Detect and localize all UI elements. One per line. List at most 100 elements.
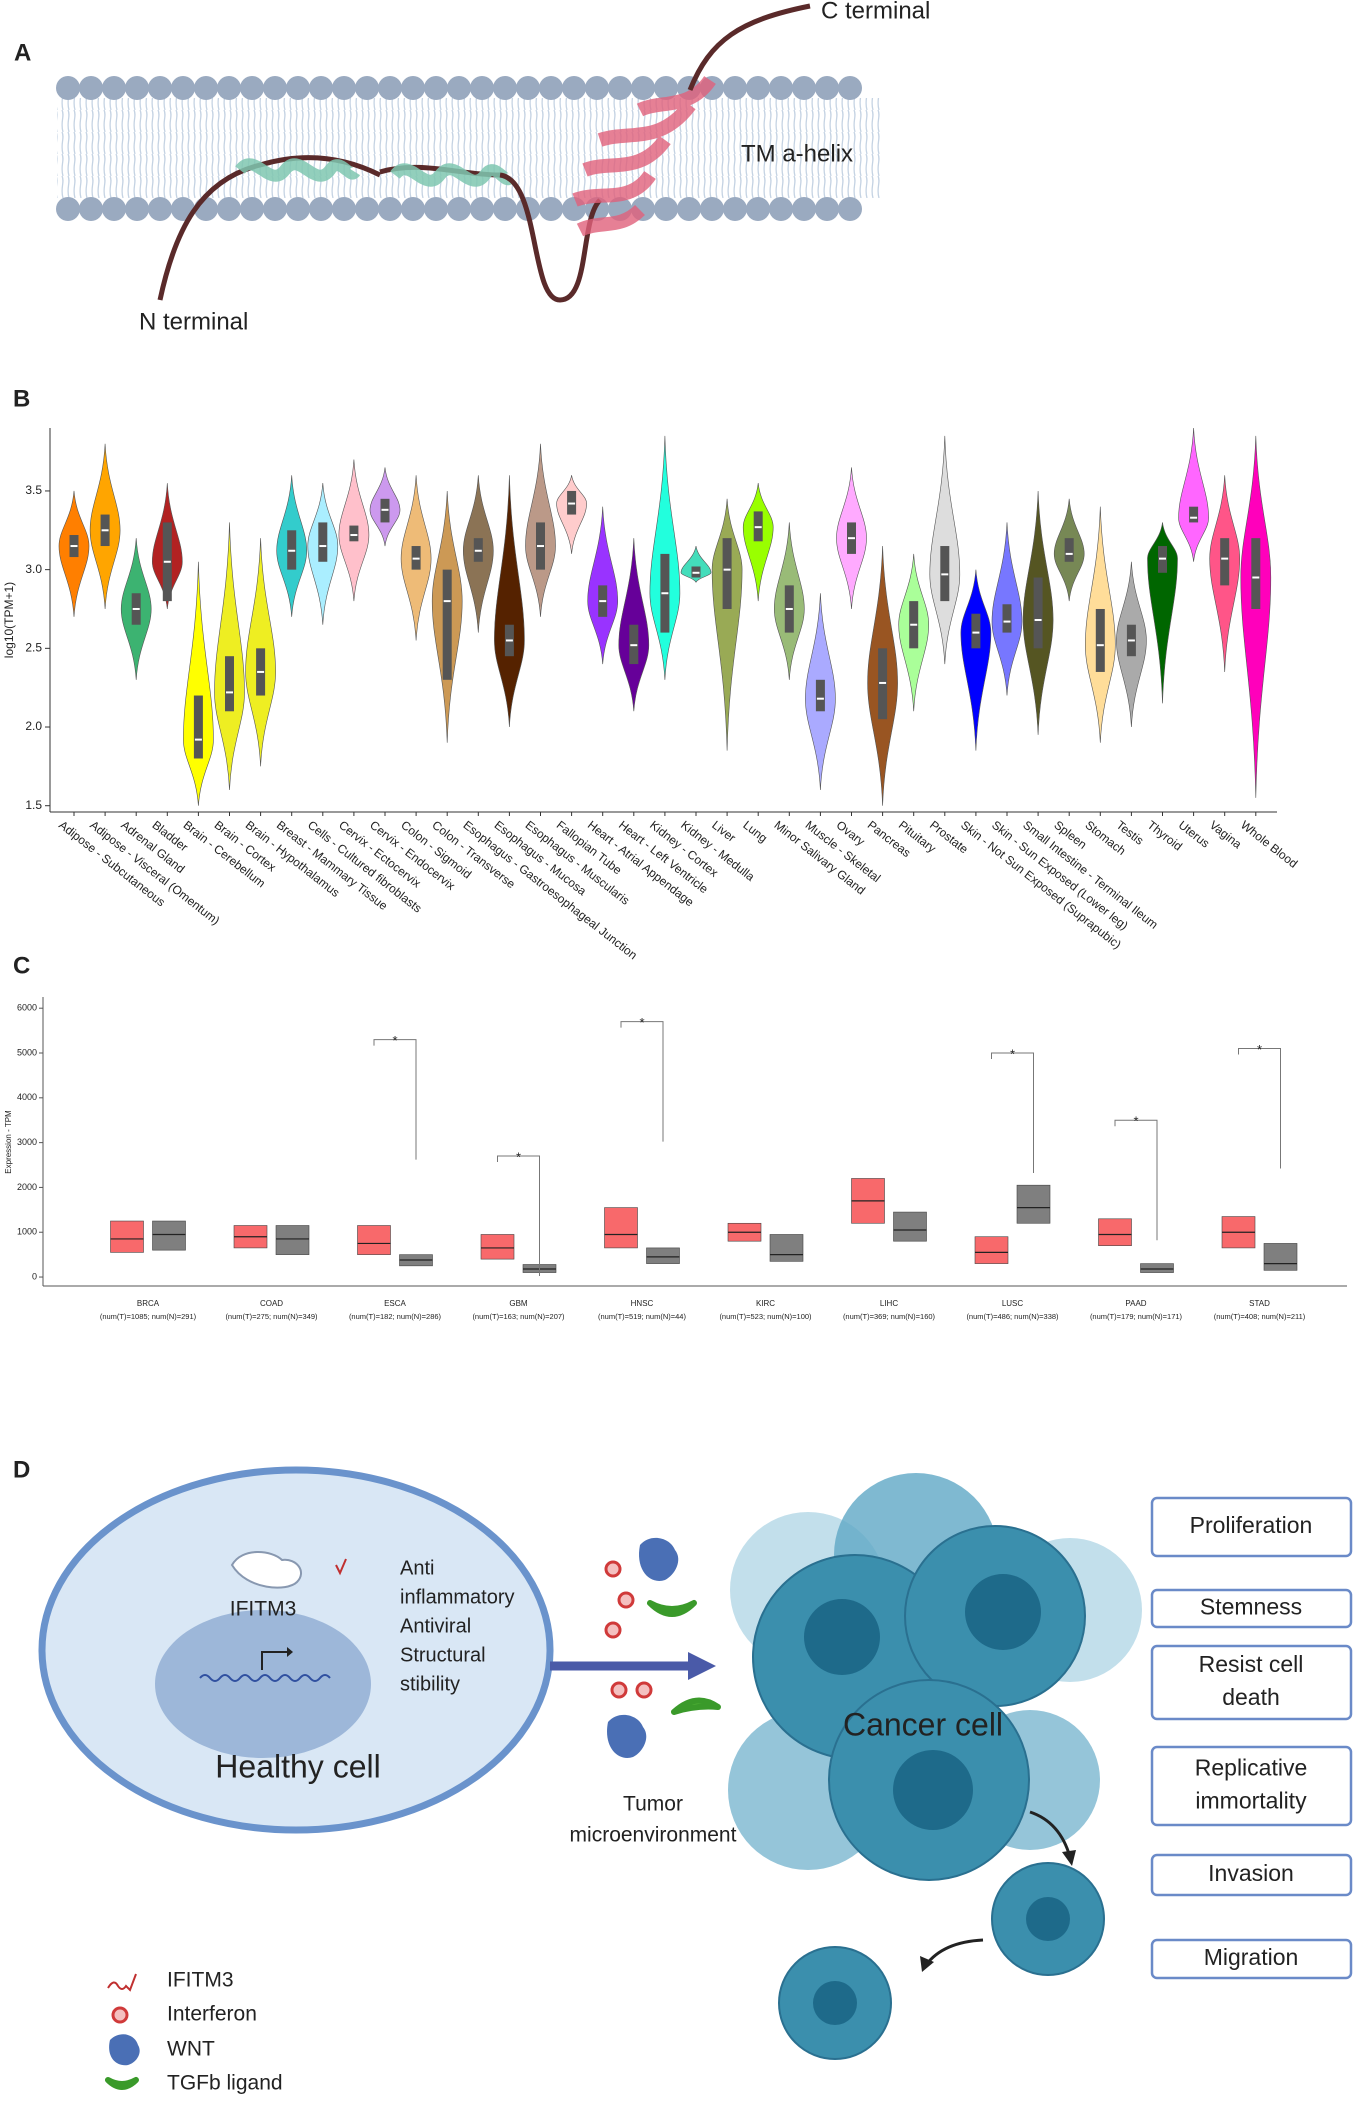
y-tick-label: 5000 [17, 1047, 37, 1057]
violin [1240, 435, 1272, 798]
hallmark-label: Invasion [1208, 1860, 1294, 1886]
lipid-head [838, 76, 862, 100]
lipid-head [769, 197, 793, 221]
lipid-head [539, 76, 563, 100]
violin [1178, 427, 1209, 562]
significance-bracket [373, 1039, 417, 1160]
lipid-head [148, 197, 172, 221]
lipid-head [424, 197, 448, 221]
iqr-box [971, 613, 981, 649]
lipid-head [286, 76, 310, 100]
lipid-head [585, 76, 609, 100]
lipid-head [309, 197, 333, 221]
box [152, 1220, 186, 1251]
iqr-box [722, 538, 732, 609]
lipid-head [562, 76, 586, 100]
violin [556, 475, 587, 554]
lipid-head [171, 76, 195, 100]
hallmark-label: Resist cell [1199, 1651, 1304, 1677]
violin [680, 545, 712, 583]
lipid-head [263, 197, 287, 221]
sample-size-label: (num(T)=519; num(N)=44) [598, 1312, 686, 1321]
n-terminal-label: N terminal [139, 308, 248, 335]
lipid-head [401, 76, 425, 100]
violin [742, 483, 774, 602]
sample-size-label: (num(T)=163; num(N)=207) [472, 1312, 565, 1321]
gene-label: IFITM3 [230, 1598, 297, 1621]
legend-label: Interferon [167, 2003, 257, 2026]
lipid-head [516, 76, 540, 100]
lipid-head [125, 76, 149, 100]
lipid-head [240, 76, 264, 100]
y-tick-label: 3.5 [25, 483, 42, 497]
iqr-box [1033, 577, 1043, 649]
x-tick-label: LUSC [1002, 1299, 1024, 1308]
legend-icons [105, 1973, 140, 2090]
function-label: stibility [400, 1673, 460, 1695]
iqr-box [349, 525, 359, 542]
hallmark-box [1150, 1496, 1353, 1558]
iqr-box [225, 656, 234, 712]
panel-label: D [13, 1456, 30, 1483]
lipid-head [102, 197, 126, 221]
x-tick-label: HNSC [631, 1299, 654, 1308]
lipid-head [470, 197, 494, 221]
violin [494, 475, 525, 728]
significance-label: * [392, 1033, 397, 1048]
y-tick-label: 4000 [17, 1092, 37, 1102]
significance-label: * [1010, 1046, 1015, 1061]
significance-label: * [516, 1149, 521, 1164]
lipid-head [240, 197, 264, 221]
function-label: Structural [400, 1644, 486, 1666]
iqr-box [815, 679, 825, 712]
box [110, 1220, 144, 1253]
sample-size-label: (num(T)=486; num(N)=338) [966, 1312, 1059, 1321]
tme-label: microenvironment [570, 1824, 737, 1847]
box [604, 1207, 638, 1249]
lipid-head [447, 197, 471, 221]
healthy-cell [38, 1466, 554, 1834]
box [275, 1225, 310, 1255]
protein [157, 3, 811, 303]
significance-bracket [1238, 1048, 1281, 1169]
y-tick-label: 1.5 [25, 798, 42, 812]
lipid-head [56, 76, 80, 100]
significance-label: * [639, 1015, 644, 1030]
box [893, 1211, 927, 1242]
lipid-head [723, 76, 747, 100]
hallmark-label: immortality [1195, 1788, 1307, 1814]
lipid-head [631, 76, 655, 100]
x-tick-label: ESCA [384, 1299, 406, 1308]
x-tick-label: COAD [260, 1299, 283, 1308]
y-tick-label: 2000 [17, 1182, 37, 1192]
lipid-head [608, 76, 632, 100]
lipid-head [815, 76, 839, 100]
lipid-head [447, 76, 471, 100]
panel-label: A [14, 39, 31, 66]
lipid-head [79, 76, 103, 100]
lipid-head [401, 197, 425, 221]
hallmark-label: Stemness [1200, 1594, 1302, 1620]
y-tick-label: 6000 [17, 1003, 37, 1013]
sample-size-label: (num(T)=369; num(N)=160) [843, 1312, 936, 1321]
cancer-cell-label: Cancer cell [843, 1706, 1003, 1742]
violin [1147, 522, 1178, 704]
sample-size-label: (num(T)=179; num(N)=171) [1090, 1312, 1183, 1321]
lipid-head [746, 76, 770, 100]
x-tick-label: PAAD [1125, 1299, 1146, 1308]
significance-bracket [991, 1052, 1034, 1174]
y-tick-label: 0 [32, 1271, 37, 1281]
hallmark-box [1150, 1938, 1353, 1980]
lipid-head [539, 197, 563, 221]
hallmark-label: Proliferation [1190, 1512, 1313, 1538]
significance-label: * [1257, 1042, 1262, 1057]
lipid-head [493, 76, 517, 100]
iqr-box [1064, 538, 1074, 562]
lipid-head [424, 76, 448, 100]
hallmark-label: Migration [1204, 1944, 1299, 1970]
hallmark-box [1150, 1853, 1353, 1897]
iqr-box [193, 695, 203, 759]
box [357, 1225, 391, 1255]
legend-label: WNT [167, 2038, 215, 2061]
